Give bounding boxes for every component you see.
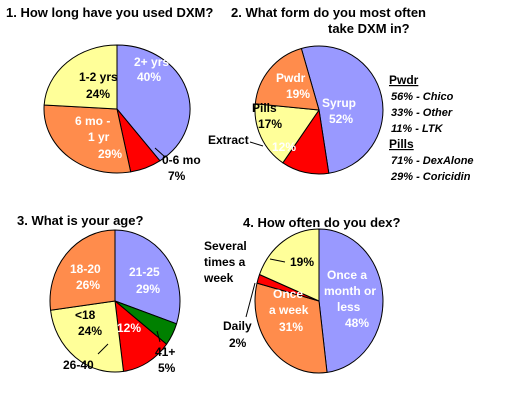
chart-2-pills-note-1: 29% - Coricidin [390,171,471,183]
chart-3-label-26-40: 26-40 [63,358,94,372]
chart-1-title: 1. How long have you used DXM? [6,5,213,20]
chart-3-pct-18-20: 26% [76,278,100,292]
chart-2-label-extract: Extract [208,133,249,147]
chart-3-label-41plus: 41+ [155,345,175,359]
chart-3-label-18-20: 18-20 [70,262,101,276]
chart-3-slice-21-25 [114,229,181,325]
chart-1-label-2plus: 2+ yrs [134,55,169,69]
chart-4-label-weekly-a: Once [273,287,303,301]
chart-2-pwdr-note-0: 56% - Chico [391,91,454,103]
chart-4-slice-once-a-week [254,282,328,374]
chart-2-pills-header: Pills [389,137,414,151]
chart-1-slice-6-mo-1-yr [43,104,132,174]
chart-4-slice-once-a-month-or-less [318,228,384,373]
chart-2-title-line1: 2. What form do you most often [231,5,426,20]
chart-2-pwdr-note-2: 11% - LTK [391,123,444,135]
chart-2-title-line2: take DXM in? [328,21,410,36]
chart-1-label-6mo-a: 6 mo - [75,114,110,128]
chart-4-slice-several-times-a-week [258,228,320,302]
chart-4-label-monthly-a: Once a [327,268,367,282]
chart-4-label-daily: Daily [223,319,252,333]
chart-2-pie [254,45,384,175]
chart-3-pct-41plus: 5% [158,361,176,375]
chart-3-pct-under18: 24% [78,324,102,338]
chart-4-label-several-a: Several [204,239,247,253]
chart-4-pct-monthly: 48% [345,316,369,330]
chart-4-label-weekly-b: a week [269,303,309,317]
chart-4-label-several-b: times a [204,255,246,269]
chart-3-pct-21-25: 29% [136,282,160,296]
chart-3-pie [49,229,181,373]
chart-3-label-under18: <18 [75,308,96,322]
chart-3-leader-41plus [156,330,161,343]
chart-2-leader-extract [249,141,264,147]
chart-4-pct-weekly: 31% [279,320,303,334]
chart-2-label-pwdr: Pwdr [276,71,306,85]
chart-2-pwdr-header: Pwdr [389,73,419,87]
chart-4-pie [254,228,384,374]
chart-4-label-monthly-b: month or [324,284,376,298]
chart-2-label-pills: Pills [252,101,277,115]
chart-1-label-6mo-b: 1 yr [88,130,110,144]
chart-3-slice-18-20 [49,229,116,311]
chart-3-pct-26-40: 12% [117,321,141,335]
chart-1-leader-0-6mo [154,147,166,158]
chart-2-slice-syrup [300,45,384,174]
chart-4-pct-daily: 2% [229,336,247,350]
chart-3-title: 3. What is your age? [17,213,143,228]
chart-2-pct-pills: 17% [258,117,282,131]
chart-4-pct-several: 19% [290,255,314,269]
chart-4-leader-daily [245,282,256,318]
chart-2-pwdr-note-1: 33% - Other [391,107,453,119]
chart-2-pct-syrup: 52% [329,112,353,126]
chart-1: 1. How long have you used DXM? 2+ yrs 40… [6,5,213,183]
chart-3-label-21-25: 21-25 [129,265,160,279]
chart-1-label-0-6mo: 0-6 mo [162,153,201,167]
chart-4-label-monthly-c: less [337,300,361,314]
chart-1-pie [43,44,191,174]
chart-3: 3. What is your age? 21-25 29% 18-20 26%… [17,213,181,375]
chart-1-pct-2plus: 40% [137,70,161,84]
chart-4-title: 4. How often do you dex? [243,215,401,230]
chart-1-pct-1-2yrs: 24% [86,87,110,101]
chart-4: 4. How often do you dex? Once a month or… [203,215,401,374]
chart-2-pills-note-0: 71% - DexAlone [391,155,474,167]
chart-2-pct-extract: 12% [272,140,296,154]
chart-4-label-several-c: week [203,271,234,285]
chart-3-leader-26-40 [97,343,109,355]
chart-4-leader-several [269,258,286,263]
chart-2: 2. What form do you most often take DXM … [208,5,474,183]
chart-1-pct-0-6mo: 7% [168,169,186,183]
chart-1-label-1-2yrs: 1-2 yrs [79,70,118,84]
chart-2-pct-pwdr: 19% [286,87,310,101]
chart-2-slice-pwdr [254,47,320,111]
chart-1-slice-1-2-yrs [43,44,118,110]
chart-2-label-syrup: Syrup [322,96,356,110]
chart-3-slice-18 [50,300,124,373]
chart-1-pct-6mo: 29% [98,147,122,161]
chart-2-slice-pills [254,103,320,164]
chart-1-slice-2-yrs [116,44,191,162]
